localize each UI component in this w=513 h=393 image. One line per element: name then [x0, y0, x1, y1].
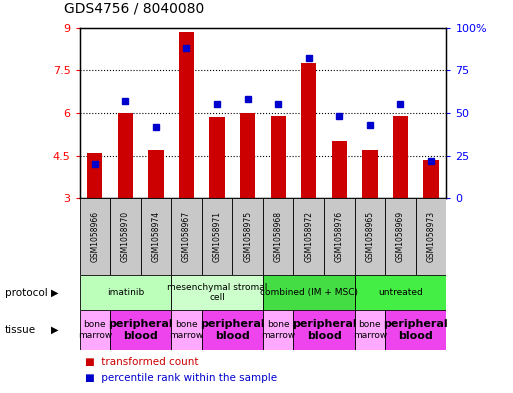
Bar — [110, 198, 141, 275]
Text: ▶: ▶ — [51, 325, 59, 335]
Text: imatinib: imatinib — [107, 288, 144, 297]
Bar — [263, 198, 293, 275]
Bar — [362, 150, 378, 198]
Text: tissue: tissue — [5, 325, 36, 335]
Bar — [423, 160, 439, 198]
Text: bone
marrow: bone marrow — [169, 320, 204, 340]
Bar — [332, 141, 347, 198]
Bar — [232, 198, 263, 275]
Bar — [270, 116, 286, 198]
Bar — [263, 310, 293, 350]
Bar — [416, 198, 446, 275]
Text: mesenchymal stromal
cell: mesenchymal stromal cell — [167, 283, 267, 303]
Text: GSM1058974: GSM1058974 — [151, 211, 161, 263]
Text: peripheral
blood: peripheral blood — [292, 320, 357, 341]
Bar — [354, 275, 446, 310]
Text: bone
marrow: bone marrow — [353, 320, 387, 340]
Text: GSM1058971: GSM1058971 — [212, 211, 222, 262]
Text: GDS4756 / 8040080: GDS4756 / 8040080 — [64, 2, 204, 16]
Text: protocol: protocol — [5, 288, 48, 298]
Text: GSM1058975: GSM1058975 — [243, 211, 252, 263]
Text: peripheral
blood: peripheral blood — [383, 320, 448, 341]
Bar — [179, 32, 194, 198]
Bar — [171, 310, 202, 350]
Text: ▶: ▶ — [51, 288, 59, 298]
Text: GSM1058972: GSM1058972 — [304, 211, 313, 262]
Bar — [293, 310, 354, 350]
Bar — [263, 275, 354, 310]
Bar — [354, 310, 385, 350]
Bar — [141, 198, 171, 275]
Text: combined (IM + MSC): combined (IM + MSC) — [260, 288, 358, 297]
Bar — [117, 113, 133, 198]
Bar — [293, 198, 324, 275]
Bar — [209, 117, 225, 198]
Bar — [385, 310, 446, 350]
Text: GSM1058973: GSM1058973 — [426, 211, 436, 263]
Text: GSM1058965: GSM1058965 — [365, 211, 374, 263]
Text: ■  transformed count: ■ transformed count — [85, 357, 198, 367]
Bar — [171, 198, 202, 275]
Text: GSM1058969: GSM1058969 — [396, 211, 405, 263]
Text: peripheral
blood: peripheral blood — [200, 320, 265, 341]
Text: bone
marrow: bone marrow — [261, 320, 295, 340]
Bar — [240, 113, 255, 198]
Text: peripheral
blood: peripheral blood — [108, 320, 173, 341]
Text: GSM1058976: GSM1058976 — [335, 211, 344, 263]
Bar — [87, 153, 103, 198]
Bar — [80, 198, 110, 275]
Bar — [301, 63, 317, 198]
Bar — [110, 310, 171, 350]
Text: ■  percentile rank within the sample: ■ percentile rank within the sample — [85, 373, 277, 383]
Bar — [202, 198, 232, 275]
Text: GSM1058970: GSM1058970 — [121, 211, 130, 263]
Bar — [385, 198, 416, 275]
Bar — [148, 150, 164, 198]
Bar — [80, 310, 110, 350]
Bar — [393, 116, 408, 198]
Text: GSM1058967: GSM1058967 — [182, 211, 191, 263]
Text: untreated: untreated — [378, 288, 423, 297]
Text: bone
marrow: bone marrow — [77, 320, 112, 340]
Bar — [80, 275, 171, 310]
Bar — [324, 198, 354, 275]
Bar — [171, 275, 263, 310]
Bar — [202, 310, 263, 350]
Text: GSM1058966: GSM1058966 — [90, 211, 100, 263]
Text: GSM1058968: GSM1058968 — [274, 211, 283, 262]
Bar — [354, 198, 385, 275]
